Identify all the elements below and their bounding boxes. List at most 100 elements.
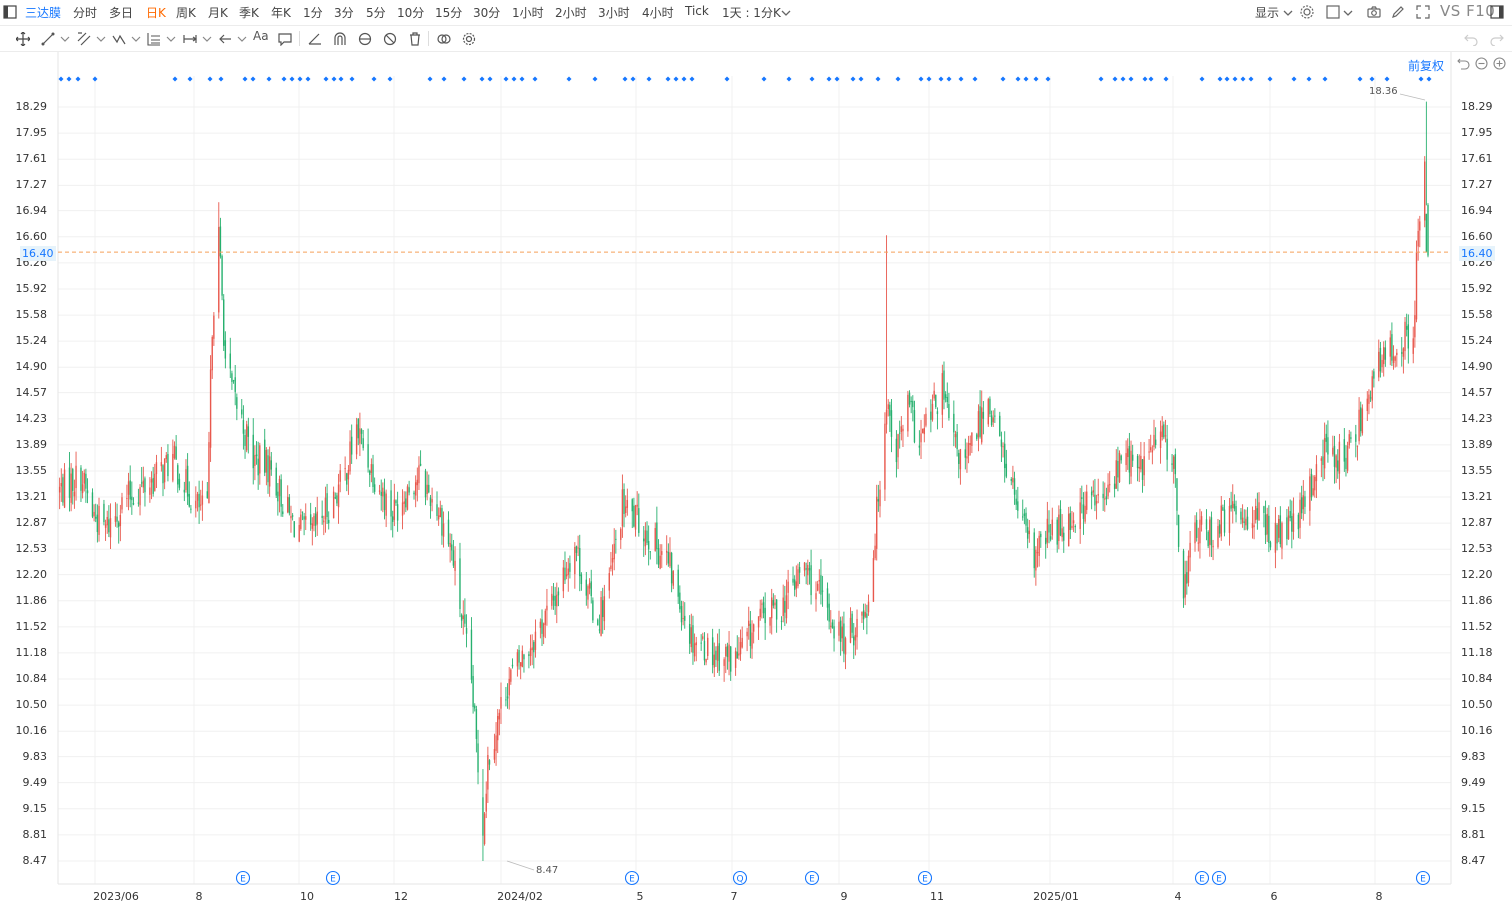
signal-dot[interactable] (1217, 76, 1223, 82)
signal-dot[interactable] (1015, 76, 1021, 82)
fullscreen-icon[interactable] (1416, 5, 1430, 19)
signal-dot[interactable] (66, 76, 72, 82)
signal-dot[interactable] (1120, 76, 1126, 82)
event-marker-circle[interactable] (1415, 870, 1431, 886)
signal-dot[interactable] (1418, 76, 1424, 82)
signal-dot[interactable] (1142, 76, 1148, 82)
signal-dot[interactable] (1306, 76, 1312, 82)
signal-dot[interactable] (349, 76, 355, 82)
period-tab[interactable]: 30分 (473, 6, 501, 20)
period-tab[interactable]: 3分 (334, 6, 354, 20)
symbol-name[interactable]: 三达膜 (25, 6, 62, 20)
period-tab[interactable]: 分时 (73, 6, 98, 20)
undo-icon[interactable] (1464, 32, 1478, 46)
period-tab[interactable]: 4小时 (642, 6, 674, 20)
vs-f10-label[interactable]: VS F10 (1440, 2, 1495, 20)
signal-dot[interactable] (331, 76, 337, 82)
signal-dot[interactable] (689, 76, 695, 82)
f10-label[interactable]: F10 (1466, 2, 1496, 20)
signal-dot[interactable] (250, 76, 256, 82)
signal-dot[interactable] (622, 76, 628, 82)
signal-dot[interactable] (92, 76, 98, 82)
event-marker-circle[interactable] (1211, 870, 1227, 886)
signal-dot[interactable] (1000, 76, 1006, 82)
signal-dot[interactable] (1240, 76, 1246, 82)
signal-dot[interactable] (630, 76, 636, 82)
event-marker-circle[interactable] (235, 870, 251, 886)
camera-icon[interactable] (1367, 5, 1381, 19)
signal-dot[interactable] (387, 76, 393, 82)
signal-dot[interactable] (761, 76, 767, 82)
signal-dot[interactable] (834, 76, 840, 82)
event-marker-circle[interactable] (732, 870, 748, 886)
redo-icon[interactable] (1490, 32, 1504, 46)
sidebar-toggle-icon[interactable] (3, 5, 17, 19)
event-marker[interactable]: E (235, 870, 251, 886)
signal-dot[interactable] (1248, 76, 1254, 82)
signal-dot[interactable] (519, 76, 525, 82)
signal-dot[interactable] (895, 76, 901, 82)
period-tab[interactable]: Tick (685, 4, 709, 18)
chevron-down-icon[interactable] (94, 32, 108, 46)
event-marker-circle[interactable] (624, 870, 640, 886)
signal-dot[interactable] (724, 76, 730, 82)
compare-icon[interactable] (437, 32, 451, 46)
event-marker[interactable]: E (804, 870, 820, 886)
move-cross-icon[interactable] (16, 32, 30, 46)
signal-dot[interactable] (58, 76, 64, 82)
signal-dot[interactable] (1112, 76, 1118, 82)
event-marker[interactable]: Q (732, 870, 748, 886)
measure-icon[interactable] (183, 32, 197, 46)
reset-zoom-icon[interactable] (1457, 57, 1470, 70)
signal-dot[interactable] (503, 76, 509, 82)
fibonacci-icon[interactable] (147, 32, 161, 46)
period-tab[interactable]: 月K (208, 6, 228, 20)
signal-dot[interactable] (75, 76, 81, 82)
signal-dot[interactable] (172, 76, 178, 82)
right-panel-toggle-icon[interactable] (1490, 5, 1504, 19)
signal-dot[interactable] (371, 76, 377, 82)
channel-icon[interactable] (77, 32, 91, 46)
vs-label[interactable]: VS (1440, 2, 1461, 20)
period-tab[interactable]: 季K (239, 6, 259, 20)
event-marker[interactable]: E (325, 870, 341, 886)
signal-dot[interactable] (1291, 76, 1297, 82)
signal-dot[interactable] (218, 76, 224, 82)
signal-dot[interactable] (681, 76, 687, 82)
signal-dot[interactable] (1199, 76, 1205, 82)
signal-dot[interactable] (938, 76, 944, 82)
signal-dot[interactable] (809, 76, 815, 82)
period-tab[interactable]: 日K (146, 6, 166, 20)
event-marker[interactable]: E (917, 870, 933, 886)
layout-icon[interactable] (1326, 5, 1340, 19)
interval-select[interactable]: 1天 : 1分K (722, 6, 781, 20)
chevron-down-icon[interactable] (235, 32, 249, 46)
signal-dot[interactable] (187, 76, 193, 82)
chevron-down-icon[interactable] (1281, 6, 1295, 20)
signal-dot[interactable] (289, 76, 295, 82)
event-marker-circle[interactable] (1194, 870, 1210, 886)
signal-dot[interactable] (1148, 76, 1154, 82)
signal-dot[interactable] (305, 76, 311, 82)
signal-dot[interactable] (461, 76, 467, 82)
signal-dot[interactable] (1357, 76, 1363, 82)
settings-icon[interactable] (1300, 5, 1314, 19)
period-tab[interactable]: 2小时 (555, 6, 587, 20)
signal-dot[interactable] (427, 76, 433, 82)
signal-dot[interactable] (281, 76, 287, 82)
display-menu[interactable]: 显示 (1255, 6, 1280, 20)
signal-dot[interactable] (1267, 76, 1273, 82)
chevron-down-icon[interactable] (58, 32, 72, 46)
signal-dot[interactable] (1163, 76, 1169, 82)
period-tab[interactable]: 3小时 (598, 6, 630, 20)
text-tool-button[interactable]: Aa (253, 29, 269, 43)
period-tab[interactable]: 1分 (303, 6, 323, 20)
event-marker[interactable]: E (1211, 870, 1227, 886)
signal-dot[interactable] (972, 76, 978, 82)
signal-dot[interactable] (1045, 76, 1051, 82)
period-tab[interactable]: 10分 (397, 6, 425, 20)
signal-dot[interactable] (665, 76, 671, 82)
signal-dot[interactable] (323, 76, 329, 82)
magnet-icon[interactable] (333, 32, 347, 46)
